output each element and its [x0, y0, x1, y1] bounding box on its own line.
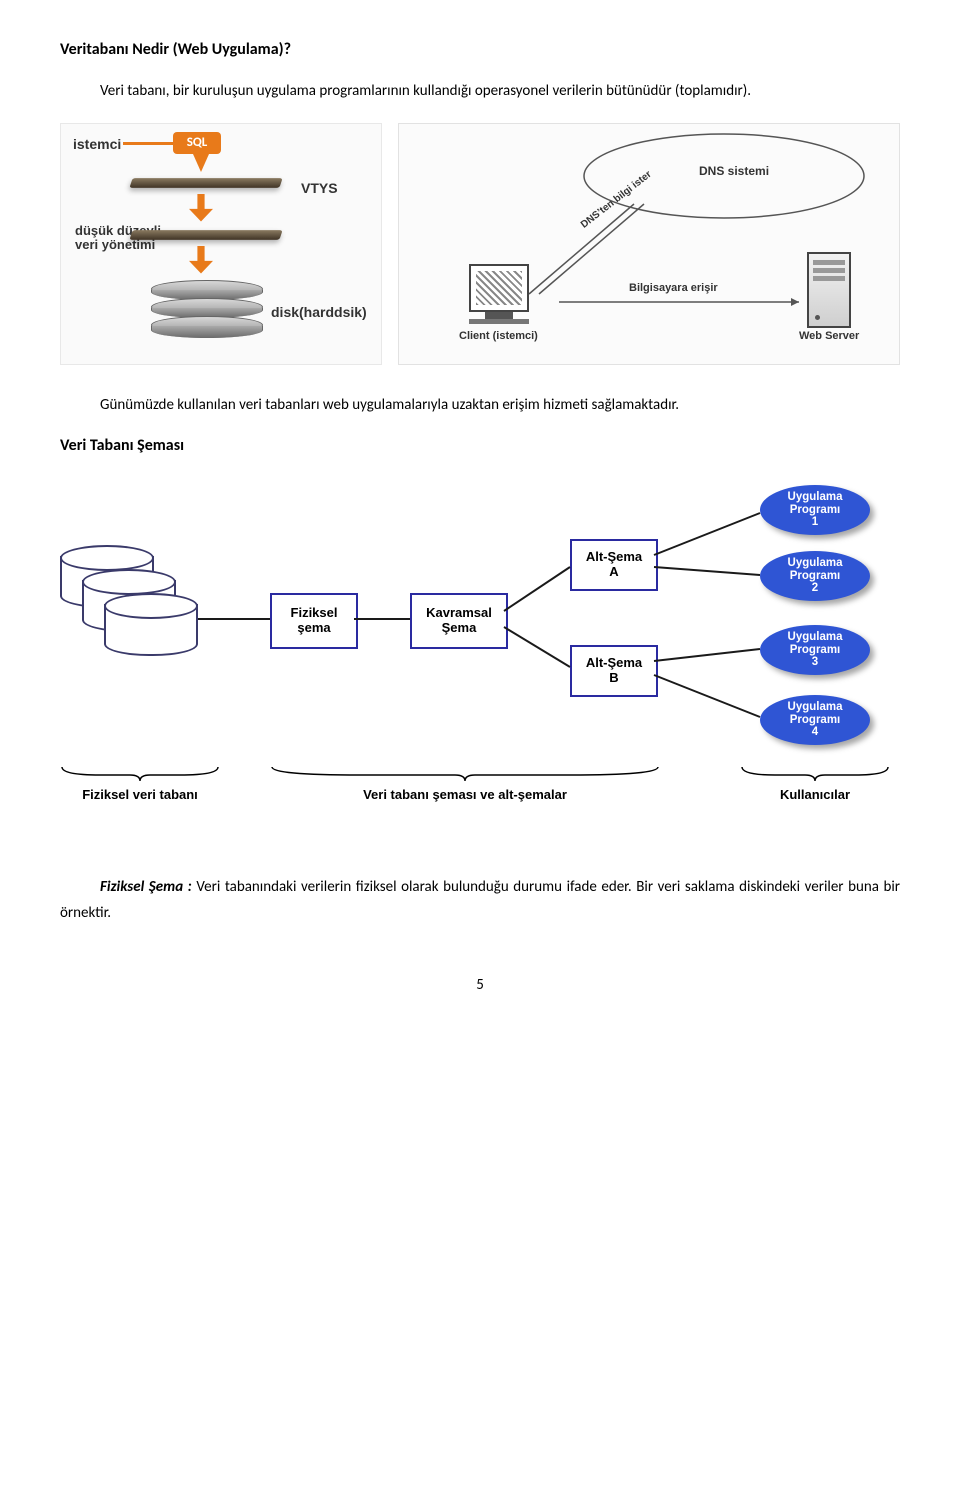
heading-schema: Veri Tabanı Şeması [60, 436, 900, 455]
label-client: Client (istemci) [459, 330, 538, 342]
orange-arrow-icon [189, 194, 213, 222]
orange-arrow2-icon [189, 246, 213, 274]
connector-line [123, 142, 173, 145]
schema-edges [60, 485, 900, 785]
arrow-down-icon [193, 154, 209, 172]
label-server: Web Server [799, 330, 859, 342]
server-tower-icon [807, 252, 851, 328]
figure-sql-stack: istemci SQL VTYS düşük düzeyli veri yöne… [60, 123, 382, 365]
caption-text: Fiziksel veri tabanı [82, 787, 198, 802]
paragraph-2: Günümüzde kullanılan veri tabanları web … [60, 393, 900, 419]
caption-sema-alt: Veri tabanı şeması ve alt-şemalar [270, 765, 660, 802]
caption-kullanicilar: Kullanıcılar [740, 765, 890, 802]
paragraph-1: Veri tabanı, bir kuruluşun uygulama prog… [60, 79, 900, 105]
label-disk: disk(harddsik) [271, 304, 367, 320]
label-istemci: istemci [73, 136, 121, 152]
figure-row: istemci SQL VTYS düşük düzeyli veri yöne… [60, 123, 900, 365]
paragraph-3: Fiziksel Şema : Veri tabanındaki veriler… [60, 875, 900, 926]
sql-badge: SQL [173, 132, 221, 154]
label-access: Bilgisayara erişir [629, 282, 718, 294]
caption-text: Kullanıcılar [780, 787, 850, 802]
label-vtys: VTYS [301, 180, 338, 196]
client-computer-icon [469, 264, 529, 324]
para3-lead: Fiziksel Şema : [100, 878, 192, 896]
figure-schema-diagram: Fiziksel şema Kavramsal Şema Alt-Şema A … [60, 485, 900, 825]
figure-dns-network: DNS sistemi DNS’ten bilgi ister Bilgisay… [398, 123, 900, 365]
disk-stack [151, 280, 263, 338]
page-title: Veritabanı Nedir (Web Uygulama)? [60, 40, 900, 59]
caption-fiziksel-db: Fiziksel veri tabanı [60, 765, 220, 802]
network-lines [399, 124, 899, 364]
plate-top [129, 178, 282, 188]
page-number: 5 [60, 976, 900, 994]
plate-bottom [129, 230, 282, 240]
caption-text: Veri tabanı şeması ve alt-şemalar [363, 787, 567, 802]
